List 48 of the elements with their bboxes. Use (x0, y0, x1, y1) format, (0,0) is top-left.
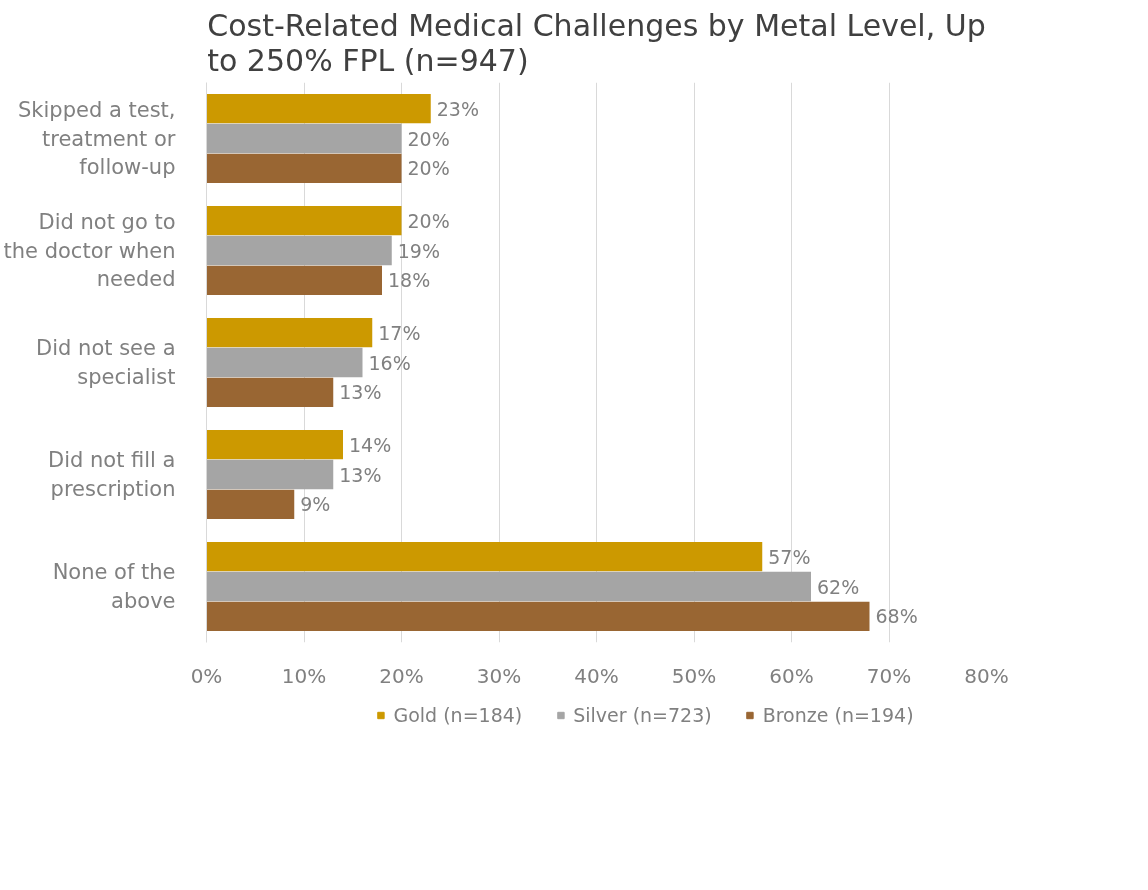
data-label: 13% (339, 381, 382, 404)
bar (206, 265, 382, 295)
bar (206, 571, 811, 602)
data-label: 20% (407, 127, 450, 150)
bar (206, 123, 402, 154)
data-label: 18% (388, 269, 431, 292)
y-tick-label: Did not see a specialist (36, 336, 176, 389)
bar (206, 459, 334, 490)
legend-label: Gold (n=184) (393, 704, 523, 726)
y-tick-label: Did not go to the doctor when needed (3, 209, 176, 292)
data-label: 14% (349, 433, 392, 456)
x-tick-label: 10% (281, 663, 327, 688)
data-label: 9% (300, 493, 331, 516)
data-label: 19% (397, 239, 440, 262)
data-label: 23% (436, 97, 479, 120)
bar (206, 318, 373, 348)
bar (206, 542, 763, 572)
chart-title: Cost-Related Medical Challenges by Metal Level, Up to 250% FPL (n=947) (207, 7, 986, 78)
data-label: 20% (407, 157, 450, 180)
x-tick-label: 30% (476, 663, 522, 688)
x-tick-label: 20% (379, 663, 424, 688)
data-label: 68% (875, 605, 918, 628)
bar (206, 94, 431, 124)
bar (206, 430, 343, 460)
legend-label: Bronze (n=194) (762, 704, 914, 726)
x-tick-label: 70% (866, 663, 912, 688)
bar (206, 377, 334, 407)
x-tick-label: 0% (190, 663, 223, 688)
bar (206, 347, 363, 378)
legend-label: Silver (n=723) (573, 704, 712, 726)
y-tick-label: None of the above (52, 560, 176, 613)
x-tick-label: 60% (769, 663, 814, 688)
data-label: 20% (407, 209, 450, 232)
data-label: 62% (817, 575, 860, 598)
bar (206, 206, 402, 236)
data-label: 13% (339, 463, 382, 486)
bar (206, 601, 870, 631)
data-label: 57% (768, 545, 811, 568)
y-tick-label: Did not fill a prescription (47, 448, 176, 501)
y-tick-label: Skipped a test, treatment or follow-up (18, 97, 176, 180)
x-tick-label: 50% (671, 663, 717, 688)
data-label: 17% (378, 321, 421, 344)
bar (206, 153, 402, 183)
bar (206, 235, 392, 266)
bar (206, 489, 295, 519)
data-label: 16% (368, 351, 411, 374)
x-tick-label: 40% (574, 663, 619, 688)
x-tick-label: 80% (964, 663, 1009, 688)
